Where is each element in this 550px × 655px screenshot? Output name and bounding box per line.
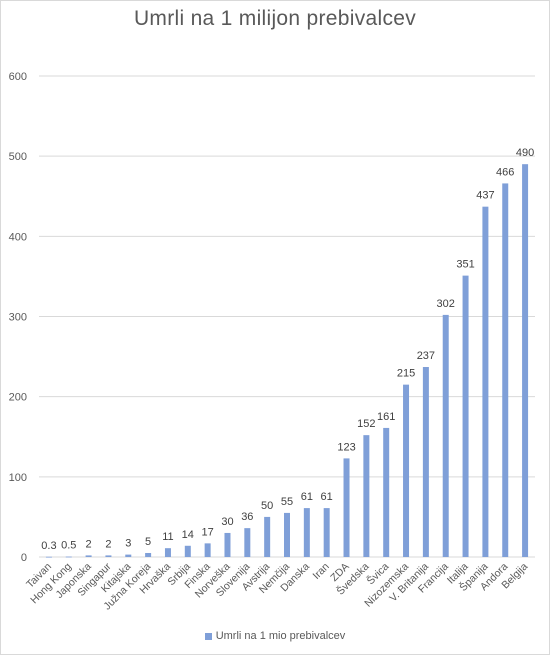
bar — [343, 458, 350, 557]
data-label: 55 — [281, 496, 293, 508]
data-label: 466 — [496, 166, 514, 178]
data-label: 50 — [261, 500, 273, 512]
data-label: 2 — [105, 538, 111, 550]
bar — [363, 435, 370, 557]
bar — [462, 275, 469, 557]
data-label: 437 — [476, 190, 494, 202]
bar — [442, 314, 449, 557]
legend-label: Umrli na 1 mio prebivalcev — [215, 630, 346, 642]
bar — [204, 543, 211, 557]
bar — [244, 528, 251, 557]
bar — [85, 555, 92, 557]
data-label: 152 — [357, 418, 375, 430]
bar — [65, 556, 72, 558]
bar — [145, 552, 152, 557]
data-label: 17 — [202, 526, 214, 538]
bar — [184, 545, 191, 557]
bar — [303, 508, 310, 557]
y-tick-label: 400 — [9, 231, 27, 243]
data-label: 3 — [125, 538, 131, 550]
data-label: 61 — [321, 491, 333, 503]
bar — [164, 548, 171, 557]
bar — [224, 532, 231, 557]
data-label: 123 — [337, 441, 355, 453]
data-label: 5 — [145, 536, 151, 548]
data-label: 215 — [397, 368, 415, 380]
bar — [284, 512, 290, 557]
y-tick-label: 500 — [9, 151, 27, 163]
bar — [125, 554, 132, 557]
chart-title: Umrli na 1 milijon prebivalcev — [133, 7, 417, 30]
data-label: 302 — [437, 298, 455, 310]
y-tick-label: 600 — [9, 71, 27, 83]
y-tick-label: 0 — [21, 552, 27, 564]
data-label: 61 — [301, 491, 313, 503]
data-label: 2 — [86, 538, 92, 550]
x-tick-label: Iran — [311, 561, 332, 582]
data-label: 161 — [377, 411, 395, 423]
bar — [45, 556, 52, 558]
data-label: 0.3 — [41, 540, 56, 552]
bar — [323, 508, 330, 557]
bar — [422, 367, 429, 557]
bar — [105, 555, 112, 557]
data-label: 11 — [162, 531, 173, 543]
bar — [522, 164, 529, 557]
legend: Umrli na 1 mio prebivalcev — [1, 630, 549, 642]
y-tick-label: 100 — [9, 472, 27, 484]
data-label: 36 — [241, 511, 253, 523]
data-label: 351 — [456, 259, 474, 271]
bar — [383, 427, 390, 557]
legend-swatch — [204, 632, 212, 640]
y-tick-label: 300 — [9, 312, 27, 324]
data-label: 490 — [516, 147, 534, 159]
data-label: 0.5 — [61, 540, 76, 552]
bar — [502, 183, 509, 557]
bar — [264, 516, 271, 557]
data-label: 30 — [221, 516, 233, 528]
bar — [482, 206, 489, 557]
bar — [403, 384, 410, 557]
data-label: 14 — [182, 529, 194, 541]
y-tick-label: 200 — [9, 392, 27, 404]
data-label: 237 — [417, 350, 435, 362]
